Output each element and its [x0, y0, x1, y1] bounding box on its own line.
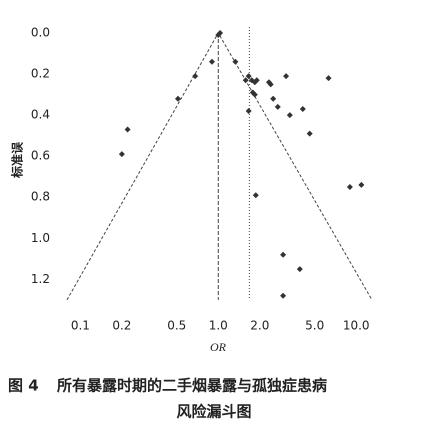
- point: [274, 103, 281, 110]
- x-tick-label: 0.5: [167, 319, 186, 333]
- y-tick-label: 0.8: [31, 190, 50, 204]
- point: [299, 105, 306, 112]
- caption: 风险漏斗图: [176, 403, 251, 421]
- y-tick-label: 0.6: [31, 149, 50, 163]
- point: [174, 95, 181, 102]
- caption: 所有暴露时期的二手烟暴露与孤独症患病: [57, 377, 327, 395]
- point: [245, 73, 252, 80]
- point: [208, 58, 215, 65]
- point: [118, 151, 125, 158]
- y-axis-label: 标准误: [10, 141, 25, 179]
- y-tick-label: 0.4: [31, 108, 50, 122]
- point: [280, 251, 287, 258]
- point: [280, 292, 287, 299]
- x-tick-label: 0.1: [71, 319, 90, 333]
- point: [306, 130, 313, 137]
- y-tick-label: 0.2: [31, 67, 50, 81]
- point: [346, 183, 353, 190]
- funnel-line: [66, 31, 373, 301]
- x-tick-label: 2.0: [250, 319, 269, 333]
- point: [358, 181, 365, 188]
- point: [296, 266, 303, 273]
- y-tick-label: 1.0: [31, 231, 50, 245]
- point: [286, 112, 293, 119]
- x-tick-label: 5.0: [305, 319, 324, 333]
- x-tick-label: 0.2: [112, 319, 131, 333]
- point: [325, 75, 332, 82]
- x-axis-label: OR: [210, 340, 227, 354]
- point: [124, 126, 131, 133]
- point: [251, 91, 258, 98]
- point: [242, 77, 249, 84]
- point: [267, 81, 274, 88]
- point: [283, 73, 290, 80]
- point: [253, 77, 260, 84]
- point: [192, 73, 199, 80]
- point: [232, 58, 239, 65]
- x-tick-label: 1.0: [209, 319, 228, 333]
- point: [245, 108, 252, 115]
- point: [252, 192, 259, 199]
- x-tick-label: 10.0: [343, 319, 370, 333]
- caption-label: 图 4: [8, 377, 39, 395]
- y-tick-label: 1.2: [31, 272, 50, 286]
- point: [270, 95, 277, 102]
- point: [217, 30, 224, 36]
- y-tick-label: 0.0: [31, 26, 50, 40]
